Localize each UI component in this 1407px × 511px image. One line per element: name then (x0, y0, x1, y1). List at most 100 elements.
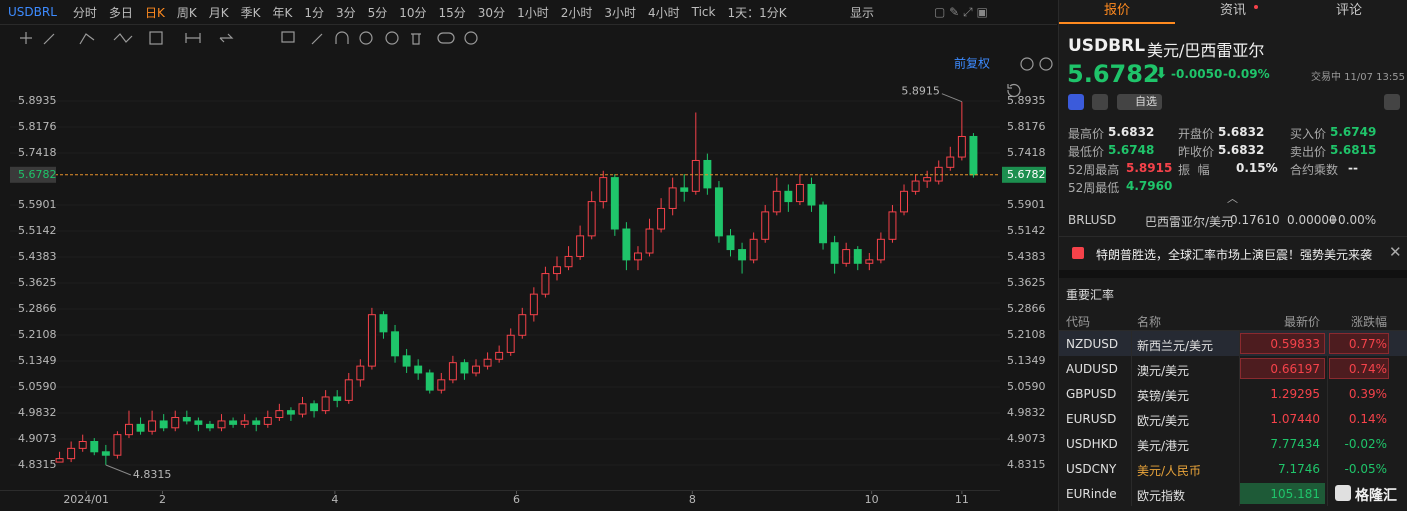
rate-cell[interactable]: EURUSD (1066, 412, 1117, 426)
channel-tool-icon[interactable] (79, 33, 95, 45)
toolbar-symbol[interactable]: USDBRL (8, 5, 57, 19)
measure-tool-icon[interactable] (185, 33, 201, 43)
candle-body (703, 159, 712, 189)
adjust-mode[interactable]: 前复权 (954, 56, 990, 71)
period-button[interactable]: 分时 (72, 5, 97, 20)
candle-body (957, 135, 966, 158)
line-tool-icon[interactable] (43, 33, 55, 45)
rate-cell: 0.59833 (1270, 337, 1320, 351)
candle-body (159, 420, 168, 429)
candle-body (275, 410, 284, 419)
period-button[interactable]: 多日 (108, 5, 133, 20)
arrow-tool-icon[interactable] (219, 33, 234, 43)
rate-cell[interactable]: AUDUSD (1066, 362, 1118, 376)
stat-label: 合约乘数 (1290, 163, 1339, 177)
candle-body (738, 249, 747, 261)
rate-cell[interactable]: GBPUSD (1066, 387, 1117, 401)
watermark: 格隆汇 (1355, 488, 1397, 504)
period-button[interactable]: 3分 (335, 5, 356, 20)
note-tool-icon[interactable] (281, 31, 295, 43)
panel-tab[interactable]: 报价 (1059, 0, 1175, 24)
fib-tool-icon[interactable] (149, 31, 163, 45)
news-close: ✕ (1389, 243, 1402, 261)
period-button[interactable]: 4小时 (648, 5, 680, 20)
period-button[interactable]: 5分 (367, 5, 388, 20)
news-icon (1072, 247, 1084, 259)
rate-cell[interactable]: USDCNY (1066, 462, 1117, 476)
period-button[interactable]: 日K (144, 5, 165, 20)
period-button[interactable]: 30分 (477, 5, 506, 20)
period-button[interactable]: Tick (691, 5, 716, 19)
y-tick-label-right: 4.9073 (1007, 432, 1046, 445)
y-tick-label-right: 4.8315 (1007, 458, 1046, 471)
period-button[interactable]: 3小时 (604, 5, 636, 20)
wave-tool-icon[interactable] (113, 33, 133, 43)
crosshair-icon[interactable] (20, 32, 32, 44)
hide-icon[interactable] (385, 31, 399, 45)
watch-button[interactable]: 自选 (1117, 94, 1162, 110)
toggle-icon[interactable] (437, 32, 455, 44)
candle-body (680, 187, 689, 192)
display-menu[interactable]: 显示 (850, 5, 875, 20)
candle-body (310, 403, 319, 412)
stat-label: 卖出价 (1290, 145, 1327, 159)
rate-cell[interactable]: NZDUSD (1066, 337, 1119, 351)
candle-body (772, 190, 781, 213)
delete-icon[interactable] (411, 33, 421, 45)
period-button[interactable]: 1分 (304, 5, 324, 20)
rate-cell: 105.181 (1270, 487, 1320, 501)
column-rule (1327, 381, 1328, 406)
zoom-out-icon[interactable] (1020, 57, 1034, 71)
reset-icon[interactable] (1007, 83, 1021, 98)
stat-label: 最低价 (1068, 145, 1105, 159)
period-button[interactable]: 1小时 (517, 5, 549, 20)
period-button[interactable]: 10分 (399, 5, 427, 20)
rate-cell: -0.05% (1344, 462, 1387, 476)
period-button[interactable]: 年K (272, 5, 293, 20)
panel-tab[interactable]: 评论 (1335, 3, 1362, 18)
rate-cell: 欧元/美元 (1137, 414, 1190, 428)
candle-body (518, 314, 527, 336)
y-tick-label-right: 5.2108 (1007, 328, 1046, 341)
candle-body (830, 242, 839, 264)
y-tick-label-right: 5.5142 (1007, 224, 1046, 237)
magnet-icon[interactable] (335, 31, 349, 44)
candle-body (934, 166, 943, 182)
pen-tool-icon[interactable] (311, 33, 323, 45)
news-headline[interactable]: 特朗普胜选，全球汇率市场上演巨震！强势美元来袭 (1096, 248, 1373, 262)
x-tick-label: 2 (159, 493, 166, 506)
cell-flash (1329, 358, 1389, 379)
candle-body (599, 177, 608, 203)
period-button[interactable]: 2小时 (560, 5, 593, 20)
candle-body (911, 180, 920, 192)
period-button[interactable]: 月K (208, 5, 229, 20)
rate-cell[interactable]: USDHKD (1066, 437, 1118, 451)
period-button[interactable]: 季K (240, 5, 261, 20)
header-divider (1059, 330, 1407, 331)
settings-icon[interactable] (464, 31, 478, 45)
panel-name: 美元/巴西雷亚尔 (1147, 41, 1265, 60)
related-cell: 0.00000 (1287, 213, 1337, 227)
zoom-in-icon[interactable] (1039, 57, 1053, 71)
period-button[interactable]: 15分 (438, 5, 466, 20)
rates-header: 最新价 (1283, 315, 1320, 329)
stat-value: 4.7960 (1126, 179, 1173, 193)
y-tick-label: 4.9073 (18, 432, 57, 445)
cell-flash (1240, 358, 1325, 379)
candle-body (587, 201, 596, 237)
stat-value: 5.6749 (1330, 125, 1377, 139)
interval-menu[interactable]: 1天：1分K (727, 5, 787, 20)
y-tick-label-right: 5.8935 (1007, 94, 1046, 107)
panel-tab[interactable]: 资讯 (1219, 3, 1246, 18)
stat-value: 5.8915 (1126, 161, 1173, 175)
related-cell: 0.17610 (1230, 213, 1280, 227)
candle-body (148, 420, 157, 432)
candle-body (923, 177, 932, 182)
period-button[interactable]: 周K (176, 5, 197, 20)
candle-body (726, 235, 735, 251)
panel-change: -0.0050 (1171, 67, 1223, 81)
lock-icon[interactable] (359, 31, 373, 45)
rate-cell: 0.74% (1348, 362, 1387, 376)
rate-cell[interactable]: EURinde (1066, 487, 1117, 501)
column-rule (1239, 431, 1240, 456)
